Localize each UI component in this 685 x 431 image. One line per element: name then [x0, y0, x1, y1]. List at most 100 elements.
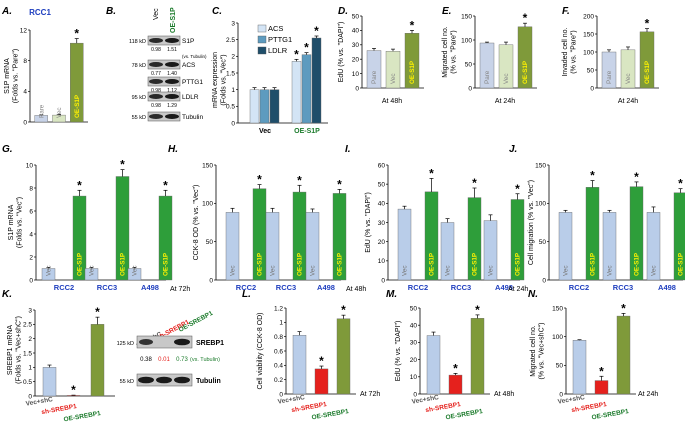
panel-b-band-4-1	[165, 114, 179, 119]
panel-c-ytick-label: 3	[231, 20, 235, 27]
panel-g-ytick-label: 4	[29, 231, 33, 238]
panel-m-bar-2	[470, 318, 485, 395]
panel-l-ylabel: Cell viability (CCK-8 OD)	[257, 312, 264, 389]
panel-e-ylabel2: (% vs. "Pare")	[451, 30, 458, 73]
panel-c-bar-0-1	[259, 89, 270, 124]
panel-j-vec-bar-2-inbar-label: Vec	[651, 265, 658, 276]
panel-f-bar-1-inbar-label: Vec	[625, 73, 632, 84]
panel-i-group-0: RCC2	[408, 283, 428, 292]
panel-a-bar-2-sig-star: *	[74, 27, 79, 41]
panel-h-ylabel: CCK-8 OD (% vs. "Vec")	[193, 185, 200, 261]
panel-a-letter: A.	[1, 6, 12, 17]
panel-g-ytick-label: 8	[29, 185, 33, 192]
panel-a-subtitle: RCC1	[29, 8, 51, 17]
panel-m-ytick-label: 10	[410, 374, 418, 381]
panel-k-bar-1-sig-star: *	[71, 383, 76, 397]
panel-m-ytick-label: 50	[410, 305, 418, 312]
panel-h-vec-bar-2-inbar-label: Vec	[310, 265, 317, 276]
panel-i-letter: I.	[345, 144, 351, 155]
panel-j-ytick-label: 100	[535, 201, 546, 208]
panel-f-ytick-label: 200	[583, 13, 594, 20]
panel-f-letter: F.	[562, 6, 570, 17]
panel-f-ytick-label: 100	[583, 49, 594, 56]
panel-k-letter: K.	[2, 289, 12, 300]
panel-k-blot-val-2: 0.73	[176, 357, 188, 363]
panel-g-vec-bar-2-inbar-label: Vec	[132, 265, 139, 276]
panel-n-ytick-label: 0	[559, 391, 563, 398]
panel-g-letter: G.	[2, 144, 13, 155]
panel-h-ytick-label: 0	[209, 277, 213, 284]
panel-g-ylabel2: (Folds vs. "Vec")	[17, 197, 24, 248]
panel-l-ytick-label: 1.2	[274, 305, 283, 312]
panel-b-band-2-0	[149, 79, 163, 84]
panel-i-oe-bar-1-sig-star: *	[472, 176, 477, 190]
panel-g-vec-bar-0-inbar-label: Vec	[46, 265, 53, 276]
panel-k-ylabel: SREBP1 mRNA	[7, 325, 14, 376]
panel-i-oe-bar-1-inbar-label: OE-S1P	[472, 253, 479, 276]
panel-k-bar-0	[42, 367, 57, 397]
panel-j-oe-bar-2-sig-star: *	[678, 177, 683, 191]
panel-k-blot-kd-0: 125 kD	[117, 341, 134, 347]
panel-l-ytick-label: 0	[279, 391, 283, 398]
panel-i-oe-bar-2-inbar-label: OE-S1P	[515, 253, 522, 276]
panel-k-blot-note: (vs. Tubulin)	[190, 357, 220, 363]
panel-h-ytick-label: 150	[202, 162, 213, 169]
panel-g-ytick-label: 0	[29, 277, 33, 284]
panel-i-ytick-label: 0	[381, 277, 385, 284]
panel-c-ytick-label: 1.5	[226, 70, 235, 77]
panel-a-ytick-label: 12	[20, 27, 28, 34]
panel-m-bar-2-sig-star: *	[475, 303, 480, 317]
panel-b-band-4-0	[149, 114, 163, 119]
panel-k-blot-protein-1: Tubulin	[196, 378, 221, 385]
panel-c-bar-1-2	[311, 37, 322, 124]
panel-f-ylabel: Invaded cell no.	[562, 27, 569, 76]
panel-n-ytick-label: 50	[556, 363, 564, 370]
panel-l-footer: At 72h	[360, 391, 380, 398]
panel-b-val-0-1: 1.51	[167, 47, 177, 53]
panel-i-vec-bar-1-inbar-label: Vec	[445, 265, 452, 276]
panel-n-footer: At 24h	[638, 391, 658, 398]
panel-f-bar-0-inbar-label: Pare	[606, 70, 613, 84]
panel-b-val-1-1: 1.40	[167, 71, 177, 77]
panel-g-oe-bar-1-inbar-label: OE-S1P	[120, 253, 127, 276]
panel-n-bar-0	[572, 340, 587, 395]
panel-g-axes: 0 2 4 6 8 10	[26, 162, 166, 284]
panel-i-ytick-label: 60	[378, 162, 386, 169]
panel-j-ylabel: Cell migration (% vs. "Vec")	[528, 180, 535, 265]
panel-d-ytick-label: 30	[352, 42, 360, 49]
panel-k-ytick-label: 3	[28, 307, 32, 314]
panel-h-ytick-label: 50	[206, 239, 214, 246]
panel-b-val-3-0: 0.98	[151, 103, 161, 109]
panel-g-group-2: A498	[141, 283, 159, 292]
panel-d-ytick-label: 20	[352, 57, 360, 64]
panel-g-ytick-label: 2	[29, 254, 33, 261]
panel-l-ytick-label: 0.6	[274, 348, 283, 355]
panel-c-ytick-label: 1	[231, 87, 235, 94]
panel-h-footer: At 72h	[170, 286, 190, 293]
panel-c-ylabel: mRNA expression	[212, 52, 219, 108]
panel-k-band-1-1	[156, 376, 172, 384]
panel-k-band-0-0	[139, 339, 153, 345]
panel-d-ytick-label: 10	[352, 71, 360, 78]
panel-b-val-2-1: 1.12	[167, 88, 177, 94]
panel-h-oe-bar-2-inbar-label: OE-S1P	[337, 253, 344, 276]
panel-k-ytick-label: 1.5	[23, 350, 32, 357]
panel-i-footer: At 48h	[346, 286, 366, 293]
panel-n-bar-1	[594, 380, 609, 395]
panel-h-oe-bar-0-inbar-label: OE-S1P	[257, 253, 264, 276]
panel-n-letter: N.	[528, 289, 538, 300]
panel-f-ytick-label: 50	[587, 67, 595, 74]
panel-l-xlabel-0: Vec+shC	[277, 394, 305, 406]
panel-c-bar-1-1-sig-star: *	[304, 41, 309, 55]
panel-b-val-0-0: 0.98	[151, 47, 161, 53]
panel-b-band-0-1	[165, 38, 179, 43]
panel-k-xlabel-2: OE-SREBP1	[63, 410, 102, 423]
panel-n-bar-1-sig-star: *	[599, 364, 604, 378]
panel-m-bar-1	[448, 374, 463, 395]
panel-h-oe-bar-0-sig-star: *	[257, 173, 262, 187]
panel-k-bar-2-sig-star: *	[95, 305, 100, 319]
panel-c-bar-0-2	[269, 89, 280, 124]
panel-d-ylabel: EdU (% vs. "DAPI")	[338, 22, 345, 83]
panel-f-ytick-label: 150	[583, 31, 594, 38]
panel-m-ytick-label: 0	[413, 391, 417, 398]
